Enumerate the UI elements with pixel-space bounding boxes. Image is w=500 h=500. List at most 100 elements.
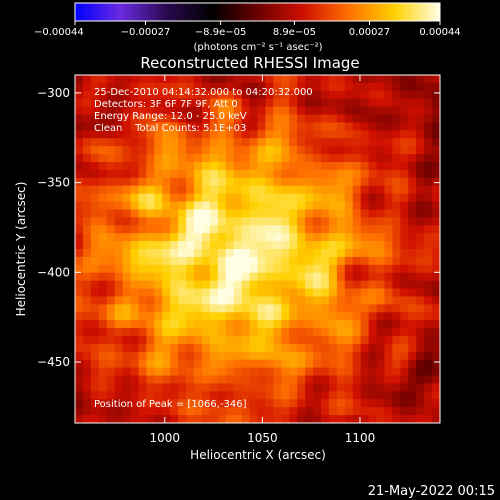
heatmap-cell (75, 225, 84, 234)
heatmap-cell (201, 272, 211, 282)
heatmap-cell (360, 169, 370, 179)
heatmap-cell (162, 138, 171, 147)
heatmap-cell (432, 162, 440, 171)
heatmap-cell (82, 169, 92, 179)
heatmap-cell (98, 162, 108, 171)
heatmap-cell (233, 122, 243, 131)
heatmap-cell (225, 249, 235, 258)
heatmap-cell (233, 264, 243, 274)
heatmap-cell (392, 296, 401, 305)
heatmap-cell (297, 249, 306, 258)
heatmap-cell (209, 399, 219, 408)
heatmap-cell (249, 391, 259, 400)
heatmap-cell (281, 75, 290, 84)
heatmap-cell (90, 241, 100, 250)
heatmap-cell (154, 146, 163, 155)
heatmap-cell (273, 391, 282, 400)
heatmap-cell (305, 241, 314, 250)
heatmap-cell (225, 130, 235, 139)
heatmap-cell (146, 264, 155, 274)
chart-title: Reconstructed RHESSI Image (140, 54, 359, 72)
heatmap-cell (320, 296, 330, 305)
heatmap-cell (344, 114, 354, 124)
heatmap-cell (281, 328, 290, 337)
heatmap-cell (392, 391, 401, 400)
heatmap-cell (297, 256, 306, 266)
heatmap-cell (265, 264, 274, 274)
heatmap-cell (344, 75, 354, 84)
x-tick-label: 1000 (150, 431, 181, 445)
heatmap-cell (344, 90, 354, 100)
heatmap-cell (178, 75, 187, 84)
heatmap-cell (138, 193, 148, 203)
heatmap-cell (225, 328, 235, 337)
heatmap-cell (75, 138, 84, 147)
heatmap-cell (225, 106, 235, 116)
heatmap-cell (400, 367, 409, 377)
heatmap-cell (297, 162, 306, 171)
heatmap-cell (313, 90, 322, 100)
heatmap-cell (82, 217, 92, 226)
heatmap-cell (201, 320, 211, 329)
heatmap-cell (162, 177, 171, 187)
heatmap-cell (384, 201, 393, 211)
heatmap-cell (320, 359, 330, 369)
heatmap-cell (281, 177, 290, 187)
heatmap-cell (400, 272, 409, 282)
heatmap-cell (82, 383, 92, 392)
heatmap-cell (201, 383, 211, 392)
heatmap-cell (289, 264, 298, 274)
heatmap-cell (114, 82, 124, 92)
heatmap-cell (336, 256, 346, 266)
heatmap-cell (392, 146, 401, 155)
heatmap-cell (201, 217, 211, 226)
heatmap-cell (138, 162, 148, 171)
heatmap-cell (178, 264, 187, 274)
heatmap-cell (320, 201, 330, 211)
heatmap-cell (194, 75, 203, 84)
heatmap-cell (217, 98, 227, 108)
heatmap-cell (376, 367, 386, 377)
heatmap-cell (98, 249, 108, 258)
heatmap-cell (241, 146, 251, 155)
heatmap-cell (170, 106, 179, 116)
heatmap-cell (392, 162, 401, 171)
heatmap-cell (154, 288, 163, 298)
heatmap-cell (400, 122, 409, 131)
heatmap-cell (162, 296, 171, 305)
heatmap-cell (352, 233, 362, 242)
heatmap-cell (106, 288, 116, 298)
heatmap-cell (90, 351, 100, 361)
heatmap-cell (201, 256, 211, 266)
heatmap-cell (122, 280, 132, 290)
heatmap-cell (114, 312, 124, 321)
heatmap-cell (249, 162, 259, 171)
heatmap-cell (186, 138, 195, 147)
heatmap-cell (114, 169, 124, 179)
heatmap-cell (154, 177, 163, 187)
heatmap-cell (225, 193, 235, 203)
heatmap-cell (209, 201, 219, 211)
heatmap-cell (281, 122, 290, 131)
heatmap-cell (400, 375, 409, 385)
heatmap-cell (344, 185, 354, 195)
heatmap-cell (178, 217, 187, 226)
heatmap-cell (241, 75, 251, 84)
heatmap-cell (201, 391, 211, 400)
heatmap-cell (154, 407, 163, 416)
heatmap-cell (209, 391, 219, 400)
heatmap-cell (320, 209, 330, 218)
heatmap-cell (273, 114, 282, 124)
heatmap-cell (249, 304, 259, 313)
heatmap-cell (305, 185, 314, 195)
heatmap-cell (82, 367, 92, 377)
heatmap-cell (241, 383, 251, 392)
heatmap-cell (297, 138, 306, 147)
heatmap-cell (281, 407, 290, 416)
heatmap-cell (273, 328, 282, 337)
heatmap-cell (82, 162, 92, 171)
heatmap-cell (241, 304, 251, 313)
heatmap-cell (209, 162, 219, 171)
heatmap-cell (289, 351, 298, 361)
heatmap-cell (384, 138, 393, 147)
